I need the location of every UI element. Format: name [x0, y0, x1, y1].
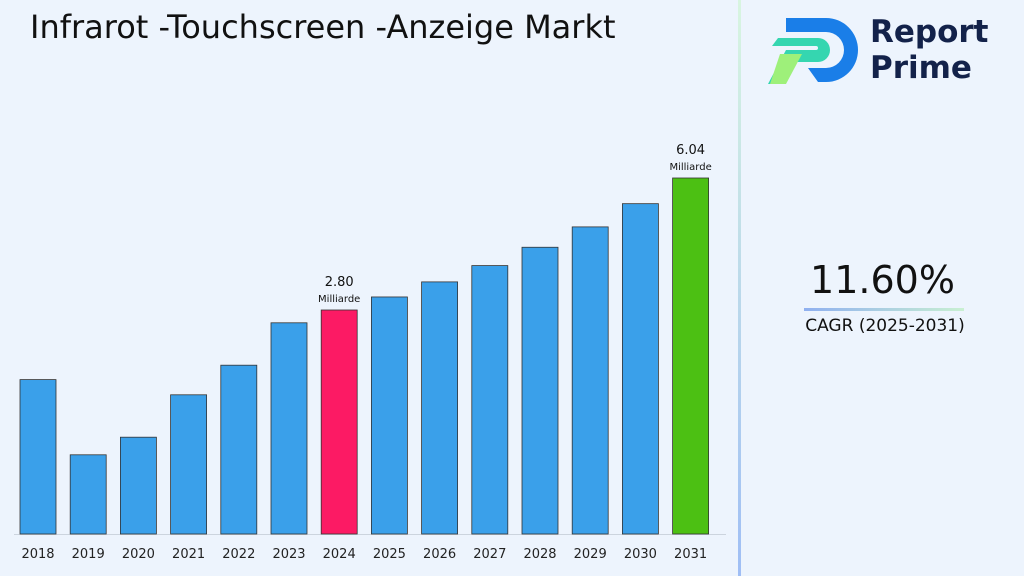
- chart-title: Infrarot -Touchscreen -Anzeige Markt: [30, 8, 616, 46]
- bar-2022: [220, 364, 258, 535]
- bar-2023: [270, 322, 308, 535]
- bar-2019: [69, 454, 107, 535]
- logo-line2: Prime: [870, 50, 972, 86]
- x-tick-label: 2027: [473, 547, 506, 562]
- logo-text: Report Prime: [870, 14, 989, 86]
- cagr-underline: [804, 308, 964, 311]
- report-prime-logo: [768, 18, 858, 84]
- cagr-label: CAGR (2025-2031): [805, 316, 965, 336]
- x-tick-label: 2022: [222, 547, 255, 562]
- divider: [738, 0, 741, 576]
- bar-2026: [421, 281, 459, 535]
- bar-2018: [19, 379, 57, 535]
- x-tick-label: 2023: [272, 547, 305, 562]
- x-tick-label: 2024: [323, 547, 356, 562]
- bar-2029: [571, 226, 609, 535]
- x-tick-label: 2030: [624, 547, 657, 562]
- x-tick-label: 2031: [674, 547, 707, 562]
- data-label-value: 2.80: [325, 275, 354, 290]
- bar-2025: [370, 296, 408, 535]
- bar-2021: [170, 394, 208, 535]
- bar-2020: [120, 436, 157, 535]
- cagr-value: 11.60%: [810, 258, 955, 302]
- bar-2030: [622, 203, 659, 535]
- x-tick-label: 2020: [122, 547, 155, 562]
- bar-chart: 2018 2019 2020 2021 2022 2023 2024 2.80 Milliard…: [14, 143, 726, 562]
- x-tick-label: 2026: [423, 547, 456, 562]
- bar-2028: [521, 246, 559, 535]
- data-label-unit: Milliarde: [669, 162, 711, 173]
- x-tick-label: 2018: [21, 547, 54, 562]
- bar-2031: [672, 177, 709, 535]
- x-tick-label: 2025: [373, 547, 406, 562]
- logo-line1: Report: [870, 14, 989, 50]
- data-label-unit: Milliarde: [318, 294, 360, 305]
- bar-2027: [471, 265, 509, 535]
- x-tick-label: 2028: [523, 547, 556, 562]
- x-tick-label: 2021: [172, 547, 205, 562]
- bar-2024: [320, 309, 358, 535]
- x-tick-label: 2019: [72, 547, 105, 562]
- x-tick-label: 2029: [574, 547, 607, 562]
- data-label-value: 6.04: [676, 143, 705, 158]
